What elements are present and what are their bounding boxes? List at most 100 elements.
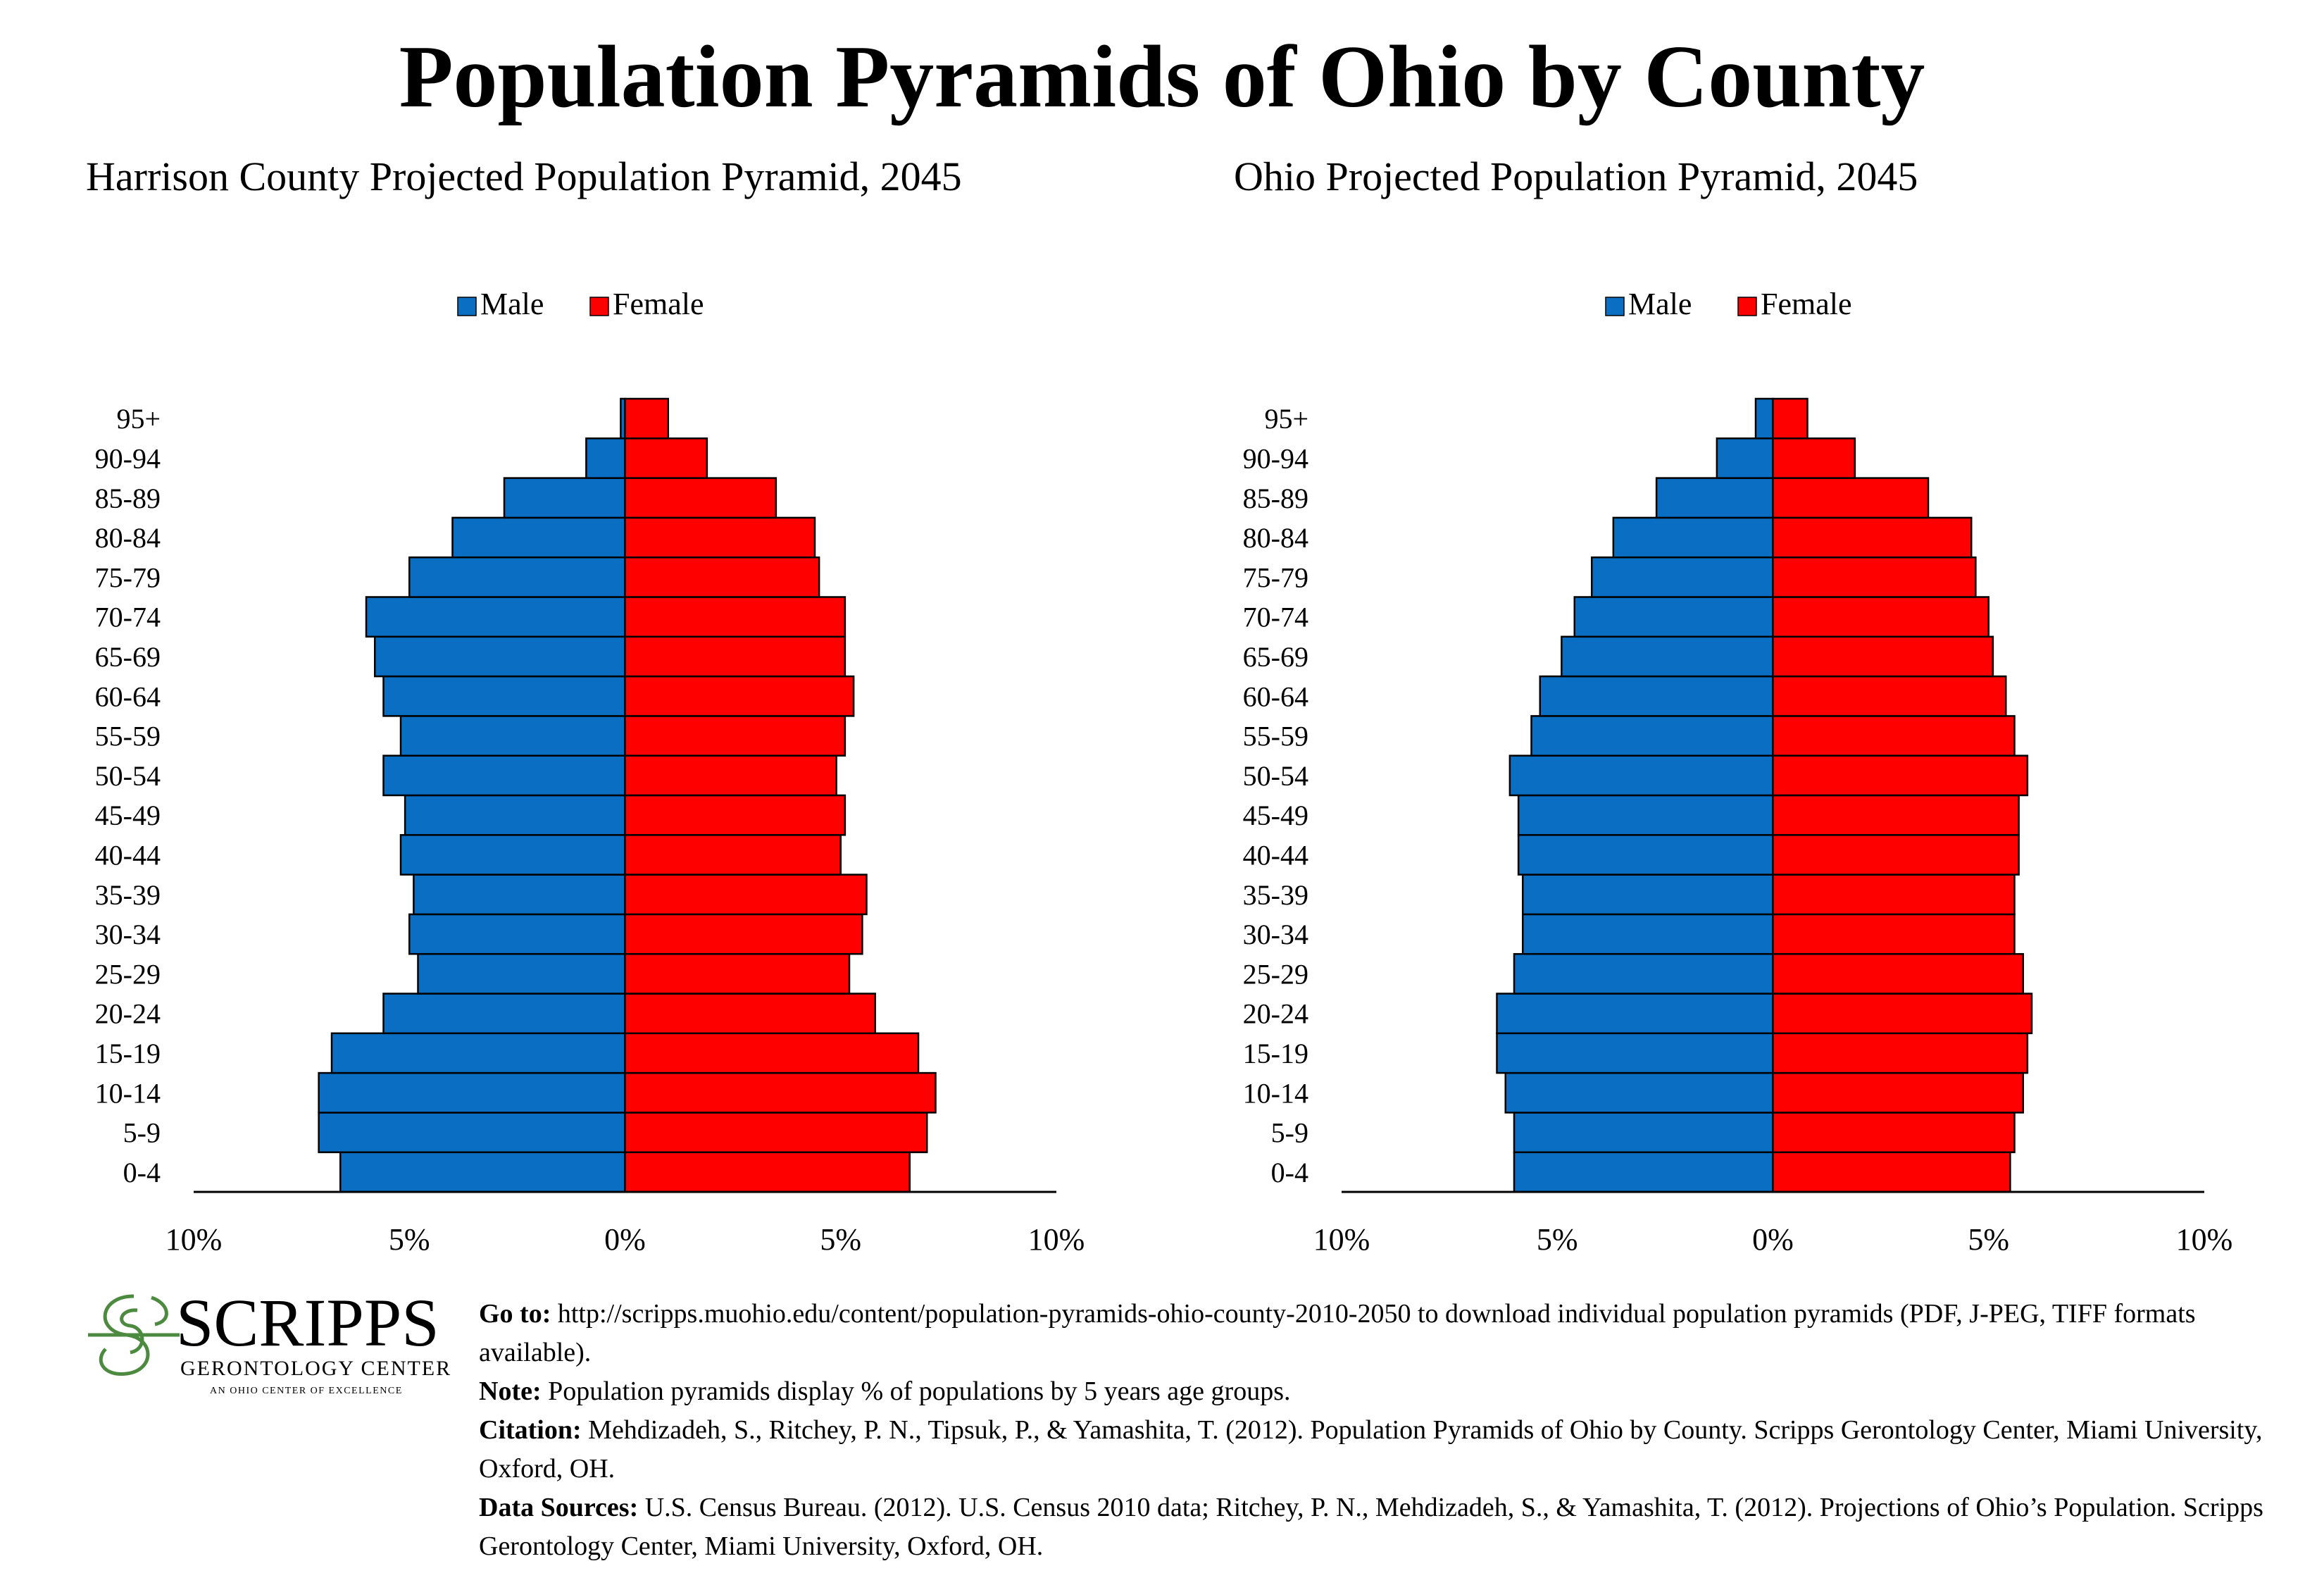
harrison-male-bar-0-4 (339, 1151, 626, 1193)
logo-subtitle: GERONTOLOGY CENTER (180, 1357, 451, 1380)
harrison-age-label-0-4: 0-4 (123, 1157, 161, 1188)
ohio-male-bar-75-79 (1591, 556, 1774, 598)
ohio-male-bar-50-54 (1508, 754, 1774, 797)
ohio-pyramid-chart: Ohio Projected Population Pyramid, 2045 M… (1234, 154, 2233, 1254)
ohio-tick-label: 5% (1537, 1222, 1578, 1254)
ohio-male-bar-35-39 (1522, 874, 1774, 916)
goto-link[interactable]: http://scripps.muohio.edu/content/popula… (479, 1299, 2196, 1367)
harrison-age-label-15-19: 15-19 (95, 1038, 161, 1069)
harrison-legend-female-swatch (589, 297, 609, 316)
harrison-legend-female-label: Female (613, 287, 704, 321)
ohio-tick-label: 5% (1968, 1222, 2009, 1254)
ohio-age-label-75-79: 75-79 (1243, 561, 1308, 593)
harrison-male-bar-45-49 (404, 794, 626, 836)
harrison-female-bar-10-14 (624, 1071, 937, 1114)
ohio-female-bar-60-64 (1772, 675, 2007, 717)
harrison-female-bar-30-34 (624, 913, 863, 955)
harrison-female-bar-45-49 (624, 794, 846, 836)
harrison-male-bar-85-89 (503, 477, 626, 519)
ohio-female-bar-20-24 (1772, 993, 2033, 1035)
harrison-age-label-20-24: 20-24 (95, 998, 161, 1030)
ohio-age-label-65-69: 65-69 (1243, 641, 1308, 673)
harrison-age-label-95+: 95+ (116, 403, 161, 435)
footer-note: Note: Population pyramids display % of p… (479, 1376, 1291, 1406)
harrison-age-label-50-54: 50-54 (95, 760, 161, 792)
harrison-male-bar-65-69 (374, 635, 626, 678)
ohio-age-label-50-54: 50-54 (1243, 760, 1308, 792)
ohio-male-bar-15-19 (1496, 1032, 1774, 1074)
scripps-logo: SCRIPPS GERONTOLOGY CENTER AN OHIO CENTE… (88, 1285, 451, 1396)
harrison-male-bar-90-94 (585, 437, 626, 479)
harrison-female-bar-75-79 (624, 556, 820, 598)
ohio-legend-male-label: Male (1628, 287, 1692, 321)
ohio-male-bar-55-59 (1530, 715, 1774, 757)
harrison-age-label-25-29: 25-29 (95, 958, 161, 990)
ohio-male-bar-60-64 (1539, 675, 1774, 717)
ohio-age-label-35-39: 35-39 (1243, 879, 1308, 911)
ohio-female-bar-10-14 (1772, 1071, 2024, 1114)
ohio-male-bar-25-29 (1513, 952, 1774, 995)
harrison-tick-label: 5% (389, 1222, 430, 1254)
harrison-female-bar-80-84 (624, 516, 816, 559)
harrison-male-bar-70-74 (365, 596, 626, 638)
harrison-age-label-80-84: 80-84 (95, 522, 161, 554)
ohio-female-bar-95+ (1772, 397, 1808, 440)
ohio-female-bar-45-49 (1772, 794, 2020, 836)
harrison-male-bar-75-79 (408, 556, 626, 598)
ohio-age-label-0-4: 0-4 (1271, 1157, 1308, 1188)
ohio-age-label-30-34: 30-34 (1243, 919, 1308, 950)
ohio-male-bar-5-9 (1513, 1112, 1774, 1153)
ohio-male-bar-20-24 (1496, 993, 1774, 1035)
harrison-legend-male-label: Male (480, 287, 544, 321)
harrison-age-label-45-49: 45-49 (95, 800, 161, 831)
ohio-age-label-85-89: 85-89 (1243, 483, 1308, 514)
ohio-female-bar-15-19 (1772, 1032, 2029, 1074)
harrison-chart-title: Harrison County Projected Population Pyr… (86, 154, 962, 199)
ohio-age-label-90-94: 90-94 (1243, 442, 1308, 474)
harrison-age-label-60-64: 60-64 (95, 680, 161, 712)
harrison-female-bar-5-9 (624, 1112, 928, 1153)
harrison-female-bar-85-89 (624, 477, 777, 519)
ohio-female-bar-70-74 (1772, 596, 1989, 638)
harrison-male-bar-60-64 (382, 675, 626, 717)
ohio-male-bar-10-14 (1504, 1071, 1774, 1114)
harrison-tick-label: 0% (604, 1222, 646, 1254)
logo-tagline: AN OHIO CENTER OF EXCELLENCE (210, 1386, 403, 1396)
ohio-male-bar-30-34 (1522, 913, 1774, 955)
harrison-tick-label: 10% (1028, 1222, 1085, 1254)
harrison-age-label-70-74: 70-74 (95, 602, 161, 633)
harrison-female-bar-15-19 (624, 1032, 920, 1074)
ohio-male-bar-70-74 (1573, 596, 1774, 638)
ohio-tick-label: 10% (1313, 1222, 1370, 1254)
harrison-female-bar-70-74 (624, 596, 846, 638)
footer-citation: Citation: Mehdizadeh, S., Ritchey, P. N.… (479, 1415, 2263, 1484)
ohio-age-label-40-44: 40-44 (1243, 839, 1308, 871)
harrison-female-bar-20-24 (624, 993, 876, 1035)
harrison-male-bar-5-9 (318, 1112, 626, 1153)
ohio-age-label-45-49: 45-49 (1243, 800, 1308, 831)
harrison-female-bar-40-44 (624, 834, 842, 876)
harrison-tick-label: 10% (165, 1222, 223, 1254)
ohio-male-bar-85-89 (1655, 477, 1774, 519)
ohio-male-bar-45-49 (1517, 794, 1774, 836)
ohio-age-label-95+: 95+ (1264, 403, 1308, 435)
harrison-female-bar-35-39 (624, 874, 868, 916)
ohio-tick-label: 0% (1752, 1222, 1794, 1254)
harrison-legend-male-swatch (457, 297, 477, 316)
ohio-female-bar-50-54 (1772, 754, 2029, 797)
ohio-age-label-25-29: 25-29 (1243, 958, 1308, 990)
ohio-male-bar-90-94 (1716, 437, 1774, 479)
harrison-male-bar-30-34 (408, 913, 626, 955)
harrison-pyramid-chart: Harrison County Projected Population Pyr… (86, 154, 1085, 1254)
harrison-female-bar-95+ (624, 397, 669, 440)
harrison-female-bar-0-4 (624, 1151, 911, 1193)
ohio-female-bar-90-94 (1772, 437, 1856, 479)
harrison-age-label-35-39: 35-39 (95, 879, 161, 911)
ohio-female-bar-85-89 (1772, 477, 1930, 519)
harrison-male-bar-40-44 (399, 834, 626, 876)
ohio-tick-label: 10% (2176, 1222, 2233, 1254)
harrison-female-bar-50-54 (624, 754, 837, 797)
harrison-tick-label: 5% (820, 1222, 861, 1254)
harrison-male-bar-25-29 (417, 952, 626, 995)
harrison-age-label-90-94: 90-94 (95, 442, 161, 474)
